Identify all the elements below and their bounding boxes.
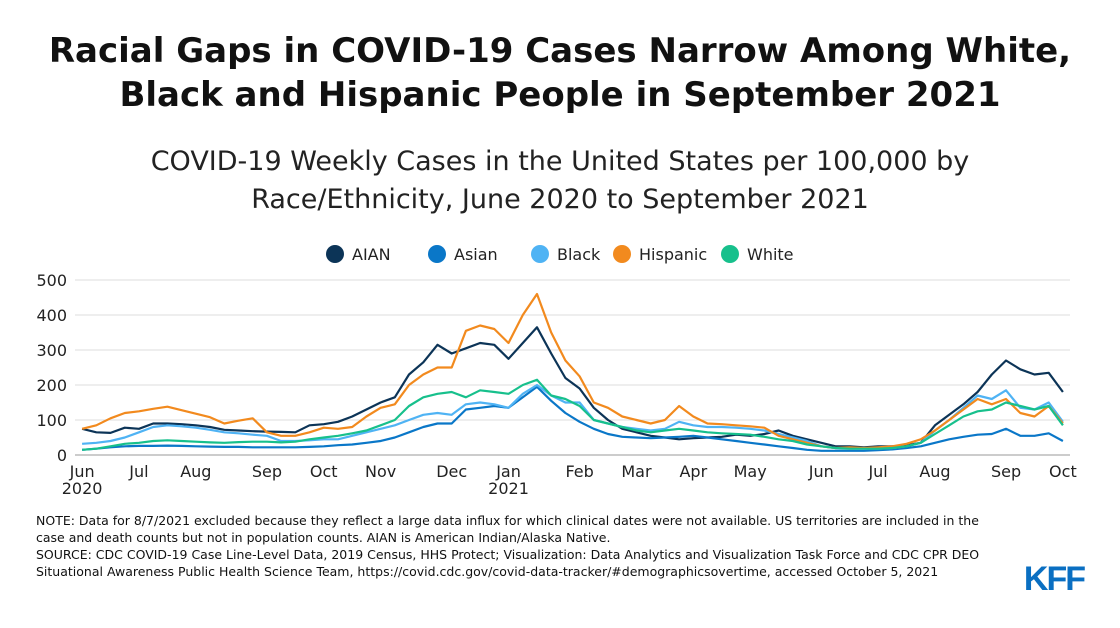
series-line [81,292,1064,450]
x-tick-label: Oct [310,462,338,481]
note: NOTE: Data for 8/7/2021 excluded because… [36,513,979,545]
chart-subtitle: Race/Ethnicity, June 2020 to September 2… [251,184,869,215]
x-tick-label: Apr [679,462,707,481]
x-tick-label: Jun 2020 [62,462,103,498]
legend-label: White [747,245,794,264]
x-tick-label: Aug [180,462,211,481]
x-tick-label: Feb [565,462,593,481]
y-tick-label: 300 [36,341,67,360]
series-line [82,378,1064,451]
legend-label: Black [557,245,601,264]
x-tick-label: Aug [919,462,950,481]
legend-label: AIAN [352,245,391,264]
legend-label: Asian [454,245,498,264]
x-tick-label: Mar [621,462,652,481]
legend-swatch [721,245,739,263]
y-tick-label: 500 [36,271,67,290]
x-tick-label: Oct [1049,462,1077,481]
series-line [81,326,1064,449]
x-tick-label: Jan 2021 [488,462,529,498]
chart: Racial Gaps in COVID-19 Cases Narrow Amo… [36,31,1077,498]
y-tick-label: 400 [36,306,67,325]
legend-swatch [531,245,549,263]
y-tick-label: 200 [36,376,67,395]
legend-swatch [613,245,631,263]
chart-title: Racial Gaps in COVID-19 Cases Narrow Amo… [49,31,1071,71]
legend-swatch [326,245,344,263]
x-tick-label: Jun [808,462,834,481]
x-tick-label: Dec [436,462,467,481]
legend-label: Hispanic [639,245,707,264]
x-tick-label: Jul [128,462,148,481]
legend-swatch [428,245,446,263]
y-tick-label: 0 [57,446,67,465]
x-tick-label: Nov [365,462,396,481]
series-line [82,385,1064,452]
logo: KFF [1023,560,1086,598]
chart-subtitle: COVID-19 Weekly Cases in the United Stat… [151,146,970,177]
x-tick-label: Sep [252,462,282,481]
x-tick-label: Jul [867,462,887,481]
chart-title: Black and Hispanic People in September 2… [119,75,1000,115]
source: SOURCE: CDC COVID-19 Case Line-Level Dat… [36,547,980,579]
y-tick-label: 100 [36,411,67,430]
notes: NOTE: Data for 8/7/2021 excluded because… [36,512,996,580]
x-tick-label: Sep [991,462,1021,481]
x-tick-label: May [734,462,767,481]
